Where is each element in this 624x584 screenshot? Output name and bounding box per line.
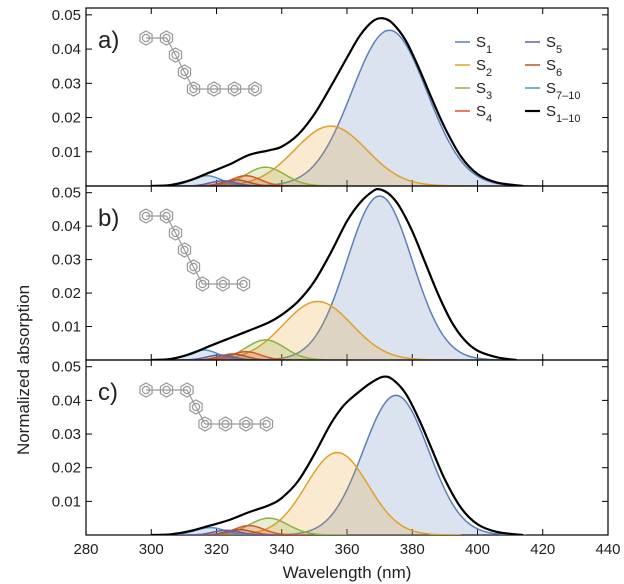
band-fill-s2 <box>213 452 462 535</box>
y-tick-label: 0.02 <box>52 110 81 127</box>
panel-3: 0.01 0.02 0.03 0.04 0.05 c) 280 300 320 340 360 380… <box>52 359 621 558</box>
band-fill-s7 <box>147 175 266 186</box>
x-tick-label: 360 <box>334 541 359 558</box>
band-fill-s7 <box>144 349 263 360</box>
panels-layer: 0.010.020.030.040.05a)0.010.020.030.040.… <box>52 7 621 558</box>
x-tick-label: 400 <box>465 541 490 558</box>
molecule-structure-icon <box>139 30 262 97</box>
y-tick-label: 0.02 <box>52 460 81 477</box>
x-tick-label: 320 <box>204 541 229 558</box>
band-line-s1 <box>265 394 527 535</box>
legend-label-s7: S7–10 <box>546 80 581 102</box>
x-tick-label: 420 <box>530 541 555 558</box>
y-tick-label: 0.03 <box>52 252 81 269</box>
bands <box>151 394 527 535</box>
band-fill-s1 <box>239 30 540 186</box>
legend-label-s3: S3 <box>476 80 492 102</box>
x-tick-label: 300 <box>139 541 164 558</box>
x-tick-label: 440 <box>595 541 620 558</box>
sum-curve <box>151 17 524 186</box>
y-tick-label: 0.03 <box>52 75 81 92</box>
y-tick-label: 0.02 <box>52 285 81 302</box>
band-line-s1 <box>249 195 511 360</box>
y-tick-label: 0.05 <box>52 185 81 202</box>
band-line-s2 <box>180 300 455 360</box>
y-tick-label: 0.04 <box>52 218 81 235</box>
panel-2: 0.01 0.02 0.03 0.04 0.05 b) <box>52 185 609 361</box>
sum-curve <box>151 375 524 535</box>
molecule-structure-icon <box>139 208 251 292</box>
x-tick-label: 280 <box>73 541 98 558</box>
legend-label-s2: S2 <box>476 57 492 79</box>
panel-label: c) <box>98 379 118 406</box>
y-axis-title: Normalized absorption <box>14 285 33 455</box>
x-tick-label: 340 <box>269 541 294 558</box>
band-fill-s2 <box>180 301 455 360</box>
y-tick-label: 0.05 <box>52 7 81 24</box>
panel-label: b) <box>98 205 119 232</box>
legend-label-s4: S4 <box>476 103 492 125</box>
band-fill-s2 <box>187 126 475 186</box>
y-tick-label: 0.01 <box>52 493 81 510</box>
legend: S1 S5 S2 S6 S3 S7–10 S4 S1–10 <box>455 34 581 125</box>
x-axis-title: Wavelength (nm) <box>283 563 412 582</box>
band-fill-s3 <box>190 518 347 535</box>
band-fill-s5 <box>170 180 276 186</box>
band-fill-s1 <box>249 196 511 360</box>
y-tick-label: 0.04 <box>52 41 81 58</box>
band-fill-s3 <box>187 339 344 360</box>
band-fill-s5 <box>167 354 272 360</box>
band-fill-s3 <box>187 167 344 186</box>
band-line-s1 <box>239 29 540 186</box>
legend-label-sum: S1–10 <box>546 103 581 125</box>
band-fill-s7 <box>151 527 269 535</box>
band-fill-s5 <box>174 530 279 535</box>
band-fill-s1 <box>265 395 527 535</box>
legend-label-s5: S5 <box>546 34 562 56</box>
y-tick-label: 0.04 <box>52 392 81 409</box>
molecule-structure-icon <box>139 382 274 432</box>
y-tick-label: 0.01 <box>52 144 81 161</box>
panel-label: a) <box>98 27 119 54</box>
sum-curve <box>151 187 517 360</box>
y-tick-label: 0.05 <box>52 359 81 376</box>
y-tick-label: 0.01 <box>52 319 81 336</box>
panel-1: 0.01 0.02 0.03 0.04 0.05 a) <box>52 7 609 187</box>
legend-label-s1: S1 <box>476 34 492 56</box>
y-tick-label: 0.03 <box>52 426 81 443</box>
band-line-s5 <box>174 529 279 535</box>
x-tick-label: 380 <box>400 541 425 558</box>
legend-label-s6: S6 <box>546 57 562 79</box>
